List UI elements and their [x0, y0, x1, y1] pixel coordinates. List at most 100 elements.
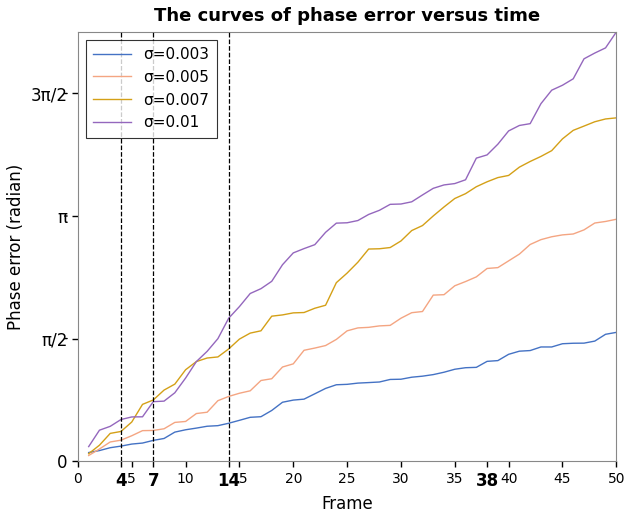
- σ=0.01: [289, 250, 297, 256]
- σ=0.01: [612, 29, 620, 35]
- σ=0.003: [193, 425, 200, 431]
- σ=0.003: [343, 381, 351, 387]
- σ=0.007: [418, 223, 426, 229]
- σ=0.005: [441, 292, 448, 298]
- Legend: σ=0.003, σ=0.005, σ=0.007, σ=0.01: σ=0.003, σ=0.005, σ=0.007, σ=0.01: [85, 40, 217, 138]
- σ=0.007: [289, 310, 297, 316]
- σ=0.005: [343, 328, 351, 334]
- σ=0.01: [505, 128, 513, 134]
- σ=0.007: [85, 450, 92, 457]
- σ=0.005: [279, 364, 286, 370]
- σ=0.003: [257, 413, 265, 420]
- Line: σ=0.007: σ=0.007: [88, 118, 616, 453]
- σ=0.007: [279, 312, 286, 318]
- σ=0.003: [375, 379, 383, 385]
- σ=0.005: [386, 322, 394, 329]
- σ=0.003: [462, 365, 470, 371]
- σ=0.003: [268, 407, 276, 413]
- σ=0.007: [106, 430, 114, 436]
- σ=0.01: [580, 56, 588, 62]
- σ=0.003: [354, 380, 362, 386]
- σ=0.007: [602, 116, 609, 122]
- σ=0.007: [408, 227, 415, 233]
- σ=0.007: [171, 381, 179, 387]
- σ=0.007: [214, 354, 222, 360]
- σ=0.005: [236, 390, 243, 396]
- σ=0.005: [117, 437, 125, 443]
- σ=0.007: [150, 397, 157, 403]
- σ=0.005: [602, 218, 609, 225]
- σ=0.007: [580, 123, 588, 129]
- σ=0.003: [128, 441, 135, 447]
- σ=0.01: [128, 414, 135, 420]
- σ=0.005: [483, 265, 491, 271]
- σ=0.003: [214, 423, 222, 429]
- σ=0.01: [526, 121, 534, 127]
- σ=0.003: [150, 437, 157, 444]
- σ=0.005: [257, 378, 265, 384]
- σ=0.005: [548, 233, 556, 240]
- σ=0.005: [365, 324, 372, 331]
- σ=0.007: [537, 153, 545, 160]
- σ=0.003: [505, 351, 513, 357]
- σ=0.003: [537, 344, 545, 350]
- σ=0.01: [279, 262, 286, 268]
- σ=0.01: [473, 155, 480, 161]
- σ=0.01: [397, 201, 404, 207]
- σ=0.003: [516, 348, 523, 354]
- σ=0.01: [602, 45, 609, 51]
- σ=0.003: [483, 358, 491, 365]
- σ=0.007: [246, 330, 254, 336]
- σ=0.003: [106, 445, 114, 451]
- σ=0.005: [591, 220, 599, 226]
- σ=0.01: [537, 100, 545, 107]
- σ=0.003: [139, 440, 147, 446]
- σ=0.005: [516, 251, 523, 257]
- σ=0.007: [591, 119, 599, 125]
- σ=0.003: [418, 373, 426, 379]
- σ=0.003: [236, 417, 243, 423]
- σ=0.005: [354, 325, 362, 331]
- σ=0.003: [365, 380, 372, 386]
- σ=0.01: [106, 423, 114, 430]
- σ=0.005: [139, 427, 147, 434]
- Title: The curves of phase error versus time: The curves of phase error versus time: [154, 7, 540, 25]
- σ=0.007: [311, 305, 319, 311]
- σ=0.007: [225, 346, 233, 352]
- σ=0.01: [268, 278, 276, 284]
- σ=0.003: [602, 331, 609, 337]
- σ=0.007: [473, 184, 480, 190]
- σ=0.007: [441, 204, 448, 210]
- σ=0.005: [375, 323, 383, 329]
- σ=0.005: [311, 345, 319, 351]
- σ=0.005: [128, 433, 135, 439]
- σ=0.005: [408, 309, 415, 316]
- σ=0.003: [279, 399, 286, 406]
- σ=0.007: [516, 164, 523, 170]
- σ=0.01: [161, 398, 168, 404]
- σ=0.01: [548, 87, 556, 93]
- σ=0.007: [397, 238, 404, 244]
- σ=0.007: [300, 309, 308, 316]
- σ=0.003: [386, 376, 394, 383]
- σ=0.003: [451, 366, 459, 372]
- σ=0.003: [246, 414, 254, 421]
- σ=0.005: [569, 231, 577, 237]
- σ=0.005: [300, 347, 308, 354]
- σ=0.003: [117, 443, 125, 449]
- σ=0.01: [354, 217, 362, 224]
- σ=0.005: [430, 292, 437, 298]
- σ=0.007: [483, 179, 491, 185]
- σ=0.007: [505, 172, 513, 178]
- σ=0.01: [591, 50, 599, 56]
- σ=0.007: [548, 148, 556, 154]
- σ=0.007: [161, 387, 168, 393]
- σ=0.003: [95, 447, 103, 453]
- σ=0.003: [612, 329, 620, 335]
- σ=0.005: [505, 258, 513, 264]
- σ=0.007: [204, 355, 211, 361]
- σ=0.003: [580, 340, 588, 346]
- σ=0.005: [161, 426, 168, 432]
- σ=0.007: [257, 328, 265, 334]
- σ=0.003: [300, 396, 308, 402]
